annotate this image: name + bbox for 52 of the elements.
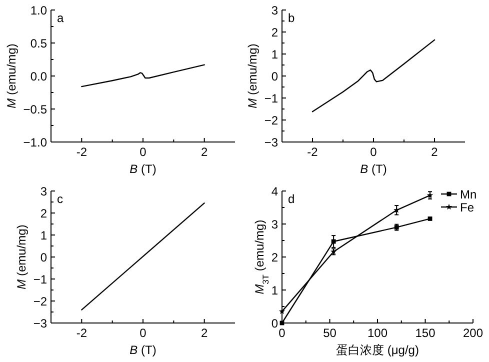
y-tick-label: 0 [40, 250, 48, 264]
x-axis-title: B (T) [130, 162, 156, 176]
x-tick-label: -2 [76, 326, 88, 340]
y-tick-label: 2 [40, 206, 48, 220]
x-axis-title: B (T) [130, 343, 156, 357]
y-tick-label: 1 [271, 283, 278, 298]
x-tick-label: 150 [415, 326, 436, 340]
point [331, 239, 336, 244]
y-tick-label: 3 [40, 184, 48, 198]
x-tick-label: 200 [462, 326, 484, 340]
y-tick-label: 0.0 [30, 69, 48, 84]
annotation: a [57, 11, 64, 25]
x-tick-label: 100 [367, 326, 388, 340]
y-tick-label: 4 [271, 184, 278, 198]
annotation: d [288, 192, 295, 206]
legend-label: Fe [460, 200, 474, 214]
annotation: c [57, 192, 63, 206]
y-tick-label: −1 [264, 91, 278, 106]
x-tick-label: -2 [76, 145, 88, 159]
y-axis-title: M (emu/mg) [14, 224, 28, 290]
y-tick-label: −3 [264, 135, 278, 150]
annotation: b [288, 11, 295, 25]
x-tick-label: -2 [307, 145, 318, 159]
y-tick-label: 3 [271, 217, 278, 232]
y-tick-label: −1 [33, 272, 48, 286]
y-tick-label: 1 [271, 47, 278, 62]
y-tick-label: −1.0 [23, 135, 48, 150]
y-axis-title: M (emu/mg) [245, 44, 260, 108]
x-tick-label: 0 [370, 145, 378, 159]
y-tick-label: −0.5 [23, 102, 48, 116]
x-tick-label: 0 [140, 326, 147, 340]
x-tick-label: 2 [200, 145, 208, 159]
y-tick-label: 2 [271, 25, 278, 40]
y-tick-label: 0 [271, 69, 278, 84]
y-axis-title: M (emu/mg) [4, 44, 18, 108]
y-tick-label: 1.0 [30, 3, 48, 18]
legend-label: Mn [460, 187, 477, 202]
y-tick-label: 0.5 [30, 36, 48, 50]
x-tick-label: 50 [323, 326, 337, 340]
x-axis-title: B (T) [360, 162, 387, 176]
x-tick-label: 2 [200, 326, 208, 340]
x-tick-label: 0 [140, 145, 147, 159]
y-tick-label: 1 [40, 228, 48, 242]
point [428, 216, 432, 221]
y-tick-label: −2 [264, 113, 278, 128]
y-tick-label: 0 [271, 316, 278, 330]
x-tick-label: 2 [431, 145, 438, 159]
y-tick-label: −2 [33, 294, 48, 308]
x-axis-title: 蛋白浓度 (μg/g) [336, 343, 419, 357]
y-tick-label: −3 [33, 316, 48, 330]
y-tick-label: 3 [271, 3, 278, 18]
y-tick-label: 2 [271, 250, 278, 264]
